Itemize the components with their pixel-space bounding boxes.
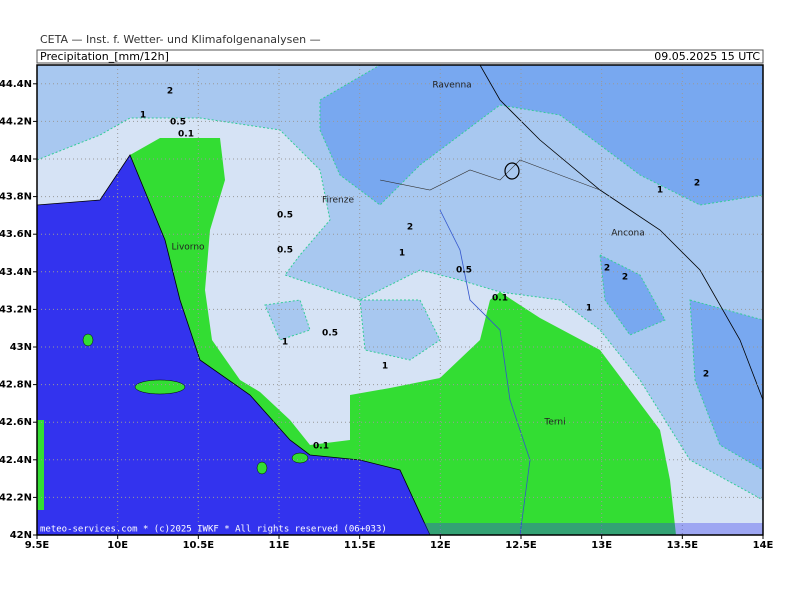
contour-label: 1 bbox=[140, 111, 146, 121]
y-tick-label: 42N bbox=[10, 530, 32, 541]
map-area: Ravenna Firenze Livorno Ancona Terni 2 1 0.5 0.1… bbox=[37, 65, 763, 535]
precip-2mm bbox=[689, 299, 763, 471]
city-label: Livorno bbox=[171, 243, 205, 253]
precip-2mm bbox=[319, 65, 763, 206]
contour-label: 0.5 bbox=[322, 329, 338, 339]
y-tick-label: 42.6N bbox=[0, 417, 32, 428]
y-tick-label: 43.8N bbox=[0, 192, 32, 203]
x-tick-label: 13E bbox=[591, 540, 612, 551]
contour-label: 2 bbox=[604, 264, 610, 274]
city-label: Terni bbox=[543, 418, 565, 428]
land-no-precip bbox=[130, 138, 676, 535]
contour-label: 2 bbox=[622, 273, 628, 283]
y-tick-label: 42.4N bbox=[0, 455, 32, 466]
title-bar bbox=[36, 49, 764, 64]
x-tick-label: 9.5E bbox=[25, 540, 50, 551]
x-tick-label: 11E bbox=[269, 540, 290, 551]
contour-label: 0.5 bbox=[277, 246, 293, 256]
contour-label: 0.1 bbox=[313, 442, 329, 452]
institute: CETA — Inst. f. Wetter- und Klimafolgena… bbox=[40, 33, 321, 46]
city-label: Ancona bbox=[611, 229, 645, 239]
y-tick-label: 44N bbox=[10, 154, 32, 165]
contour-label: 1 bbox=[282, 338, 288, 348]
sea bbox=[37, 154, 431, 535]
contour-label: 0.5 bbox=[170, 118, 186, 128]
y-tick-label: 42.2N bbox=[0, 492, 32, 503]
san-marino bbox=[504, 162, 520, 180]
x-tick-label: 12.5E bbox=[505, 540, 537, 551]
contour-label: 1 bbox=[586, 304, 592, 314]
y-tick-label: 44.4N bbox=[0, 79, 32, 90]
x-tick-label: 10E bbox=[107, 540, 128, 551]
island bbox=[82, 333, 94, 347]
footer-bar bbox=[37, 523, 763, 535]
contour-label: 1 bbox=[657, 186, 663, 196]
y-tick-label: 43.6N bbox=[0, 229, 32, 240]
city-label: Firenze bbox=[322, 196, 354, 206]
contour-label: 0.1 bbox=[178, 130, 194, 140]
precip-1mm bbox=[264, 299, 311, 341]
contour-label: 1 bbox=[399, 249, 405, 259]
y-tick-label: 44.2N bbox=[0, 116, 32, 127]
x-tick-label: 12E bbox=[430, 540, 451, 551]
contour-label: 2 bbox=[167, 87, 173, 97]
footer: meteo-services.com * (c)2025 IWKF * All … bbox=[40, 525, 387, 535]
contour-label: 2 bbox=[703, 370, 709, 380]
city-label: Ravenna bbox=[432, 81, 471, 91]
valid-time: 09.05.2025 15 UTC bbox=[654, 50, 760, 63]
y-tick-label: 43.2N bbox=[0, 304, 32, 315]
frame bbox=[36, 64, 764, 536]
contour-label: 0.1 bbox=[492, 294, 508, 304]
island bbox=[256, 461, 268, 475]
island bbox=[291, 452, 309, 464]
contour-label: 2 bbox=[694, 179, 700, 189]
contour-label: 2 bbox=[407, 223, 413, 233]
x-tick-label: 10.5E bbox=[183, 540, 215, 551]
island bbox=[37, 420, 44, 510]
contour-label: 1 bbox=[382, 362, 388, 372]
island bbox=[134, 379, 186, 395]
y-tick-label: 43.4N bbox=[0, 267, 32, 278]
y-tick-label: 43N bbox=[10, 342, 32, 353]
x-tick-label: 11.5E bbox=[344, 540, 376, 551]
contour-label: 0.5 bbox=[277, 211, 293, 221]
y-tick-label: 42.8N bbox=[0, 380, 32, 391]
x-tick-label: 14E bbox=[753, 540, 774, 551]
precip-1mm bbox=[359, 299, 441, 361]
coastline bbox=[479, 65, 763, 401]
product: Precipitation_[mm/12h] bbox=[40, 50, 169, 63]
border bbox=[379, 159, 601, 191]
x-tick-label: 13.5E bbox=[667, 540, 699, 551]
contour-label: 0.5 bbox=[456, 266, 472, 276]
